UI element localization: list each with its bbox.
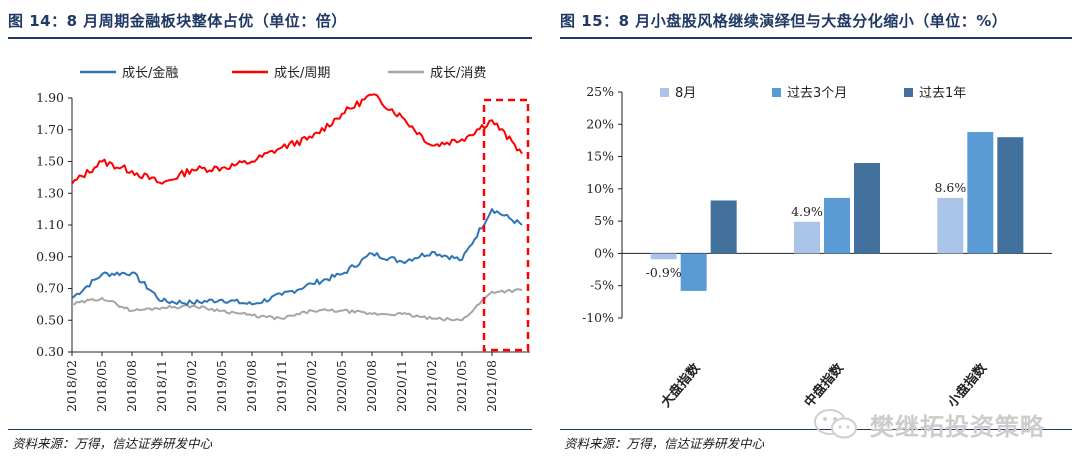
y-tick-label: 0.90 — [36, 249, 64, 264]
y-tick-label: 15% — [586, 149, 614, 164]
bar-0-2 — [710, 200, 737, 254]
bar-0-1 — [680, 253, 707, 291]
legend-label-2: 过去1年 — [919, 86, 966, 101]
bar-2-2 — [997, 137, 1024, 254]
x-tick-label: 2018/11 — [154, 360, 169, 412]
right-source-note: 资料来源：万得，信达证券研发中心 — [564, 436, 765, 451]
x-tick-label: 2019/02 — [184, 360, 199, 412]
category-label: 小盘指数 — [944, 360, 990, 411]
bar-1-0 — [794, 221, 820, 254]
y-tick-label: 25% — [586, 84, 614, 99]
series-line-2 — [71, 288, 523, 322]
bar-chart: -10% -5% 0% 5% 10% 15% 20% 25% -0.9% 大盘指数 4.9% 中盘指数… — [582, 84, 1052, 411]
data-label: 4.9% — [791, 204, 823, 219]
y-tick-label: 5% — [594, 213, 614, 228]
legend-label-1: 过去3个月 — [787, 86, 847, 101]
y-tick-label: 1.50 — [36, 154, 64, 169]
legend-swatch-1 — [772, 88, 781, 97]
y-tick-label: 0.30 — [36, 344, 64, 359]
y-tick-label: -5% — [590, 278, 614, 293]
y-tick-label: -10% — [582, 310, 614, 325]
series-line-0 — [71, 208, 523, 306]
x-tick-label: 2021/05 — [454, 360, 469, 412]
x-tick-label: 2018/05 — [94, 360, 109, 412]
x-tick-label: 2020/11 — [394, 360, 409, 412]
legend-label-0: 8月 — [675, 86, 696, 101]
data-label: 8.6% — [934, 180, 966, 195]
y-tick-label: 1.70 — [36, 122, 64, 137]
legend-swatch-0 — [660, 88, 669, 97]
y-tick-label: 0.70 — [36, 281, 64, 296]
x-tick-label: 2019/08 — [244, 360, 259, 412]
left-title-rule — [8, 37, 532, 39]
category-label: 中盘指数 — [801, 360, 847, 411]
left-source-rule — [8, 429, 532, 430]
line-chart: 0.30 0.50 0.70 0.90 1.10 1.30 1.50 1.70 1.90 2018… — [36, 65, 530, 412]
watermark: 樊继拓投资策略 — [808, 406, 1058, 442]
x-tick-label: 2018/02 — [64, 360, 79, 412]
x-tick-label: 2021/02 — [424, 360, 439, 412]
watermark-text: 樊继拓投资策略 — [870, 413, 1045, 441]
legend-label-2: 成长/消费 — [430, 66, 486, 81]
x-tick-label: 2020/02 — [304, 360, 319, 412]
bar-1-2 — [854, 163, 880, 254]
bar-2-1 — [967, 132, 994, 254]
y-tick-label: 20% — [586, 116, 614, 131]
x-tick-label: 2021/08 — [484, 360, 499, 412]
right-source-rule — [560, 429, 1072, 430]
wechat-icon — [814, 409, 857, 439]
y-tick-label: 0.50 — [36, 312, 64, 327]
y-tick-label: 1.10 — [36, 217, 64, 232]
highlight-box — [482, 98, 530, 352]
x-tick-label: 2019/11 — [274, 360, 289, 412]
x-tick-label: 2019/05 — [214, 360, 229, 412]
series-line-1 — [71, 93, 523, 185]
right-title-rule — [560, 37, 1072, 39]
y-tick-label: 10% — [586, 181, 614, 196]
legend-swatch-2 — [904, 88, 913, 97]
bar-2-0 — [937, 197, 964, 254]
left-figure-panel: 图 14：8 月周期金融板块整体占优（单位：倍） 0.30 0.50 0.70 0.9… — [8, 12, 532, 451]
y-tick-label: 1.30 — [36, 185, 64, 200]
left-figure-title: 图 14：8 月周期金融板块整体占优（单位：倍） — [8, 12, 347, 30]
x-tick-label: 2020/08 — [364, 360, 379, 412]
right-figure-title: 图 15：8 月小盘股风格继续演绎但与大盘分化缩小（单位：%） — [560, 12, 1008, 30]
x-tick-label: 2020/05 — [334, 360, 349, 412]
left-source-note: 资料来源：万得，信达证券研发中心 — [12, 436, 213, 451]
bar-1-1 — [824, 197, 850, 254]
y-tick-label: 0% — [594, 245, 614, 260]
legend-label-1: 成长/周期 — [274, 66, 330, 81]
bar-0-0 — [650, 253, 677, 260]
category-label: 大盘指数 — [658, 360, 704, 411]
data-label: -0.9% — [646, 265, 682, 280]
x-tick-label: 2018/08 — [124, 360, 139, 412]
y-tick-label: 1.90 — [36, 90, 64, 105]
right-figure-panel: 图 15：8 月小盘股风格继续演绎但与大盘分化缩小（单位：%） -10% -5% 0… — [552, 0, 1080, 470]
legend-label-0: 成长/金融 — [122, 65, 178, 81]
